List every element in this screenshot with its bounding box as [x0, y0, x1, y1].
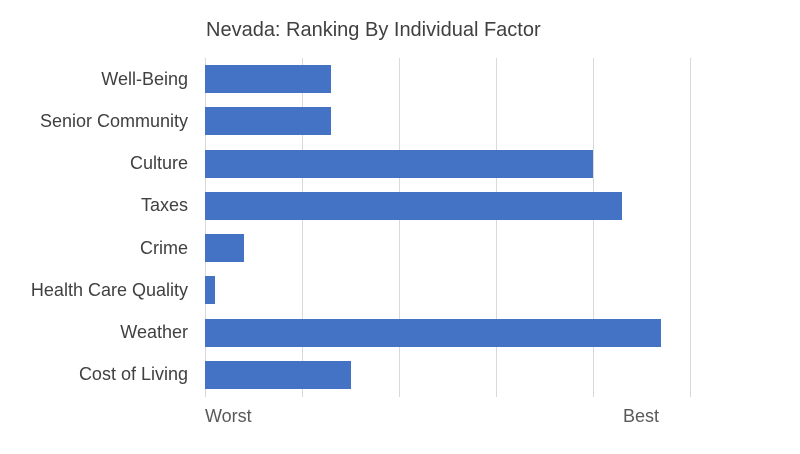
- bar-row: [205, 185, 690, 227]
- bar: [205, 65, 332, 94]
- bar-row: [205, 269, 690, 311]
- gridline: [690, 58, 691, 397]
- gridline: [496, 58, 497, 397]
- x-axis-label-best: Best: [622, 406, 660, 426]
- bar: [205, 318, 661, 347]
- bar-row: [205, 143, 690, 185]
- bar-row: [205, 354, 690, 396]
- category-label: Well-Being: [101, 68, 188, 89]
- bar: [205, 107, 332, 136]
- category-label: Cost of Living: [78, 364, 188, 385]
- category-axis: Well-Being Senior Community Culture Taxes Cr…: [0, 58, 197, 396]
- plot-area: [205, 58, 691, 397]
- bar: [205, 360, 351, 389]
- x-axis-label-worst: Worst: [205, 406, 252, 426]
- bar: [205, 234, 244, 263]
- chart-title: Nevada: Ranking By Individual Factor: [206, 19, 541, 41]
- category-label: Weather: [120, 322, 188, 343]
- bar-row: [205, 100, 690, 142]
- gridline: [593, 58, 594, 397]
- category-label: Crime: [140, 237, 188, 258]
- gridline: [399, 58, 400, 397]
- category-label: Culture: [129, 153, 188, 174]
- bar: [205, 276, 215, 305]
- category-label: Taxes: [140, 195, 188, 216]
- category-label: Health Care Quality: [30, 279, 188, 300]
- bar-row: [205, 312, 690, 354]
- bars: [205, 58, 690, 396]
- bar: [205, 191, 623, 220]
- category-label: Senior Community: [39, 110, 188, 131]
- bar-row: [205, 58, 690, 100]
- gridline: [302, 58, 303, 397]
- gridline: [205, 58, 206, 397]
- bar-row: [205, 227, 690, 269]
- bar: [205, 149, 593, 178]
